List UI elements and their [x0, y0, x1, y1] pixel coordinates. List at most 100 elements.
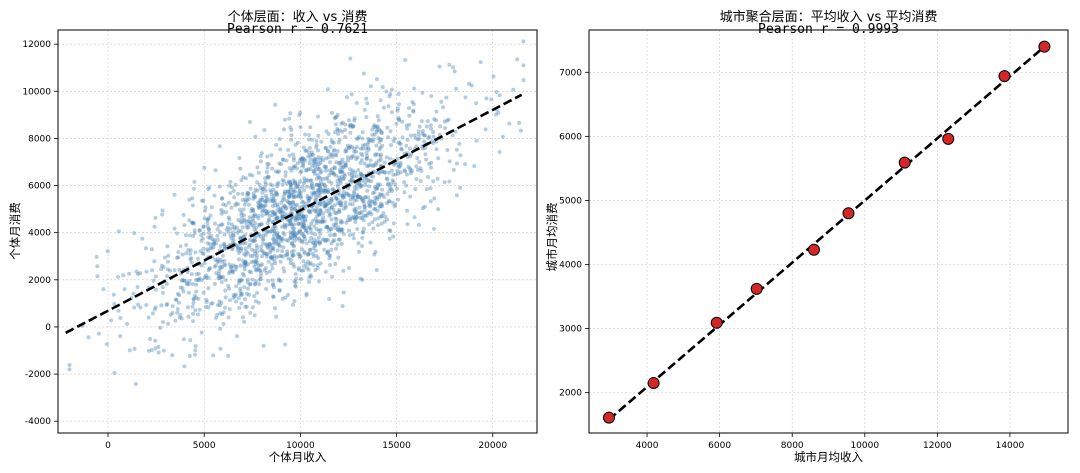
y-axis-label: 城市月均消费	[545, 203, 559, 272]
individual-point	[311, 207, 316, 212]
individual-point	[219, 207, 224, 212]
individual-point	[345, 218, 350, 223]
individual-point	[328, 201, 333, 206]
individual-point	[226, 284, 231, 288]
individual-point	[288, 187, 293, 191]
individual-point	[314, 210, 319, 214]
individual-point	[290, 253, 295, 258]
individual-point	[314, 183, 319, 188]
individual-point	[418, 166, 423, 171]
individual-point	[408, 133, 413, 138]
individual-point	[259, 203, 264, 207]
individual-point	[415, 167, 420, 172]
individual-point	[375, 185, 380, 190]
individual-point	[329, 170, 334, 175]
individual-point	[335, 182, 340, 187]
individual-point	[297, 236, 302, 241]
individual-point	[339, 220, 343, 225]
individual-point	[268, 242, 273, 247]
individual-point	[329, 241, 334, 246]
individual-point	[262, 208, 267, 213]
individual-point	[347, 218, 352, 223]
individual-point	[96, 331, 101, 336]
individual-point	[261, 343, 266, 348]
individual-point	[269, 196, 274, 201]
individual-point	[230, 185, 234, 190]
individual-point	[320, 218, 325, 222]
individual-point	[199, 233, 204, 237]
individual-point	[230, 268, 235, 273]
individual-point	[322, 188, 326, 193]
individual-point	[445, 148, 450, 152]
individual-point	[396, 171, 401, 176]
individual-point	[417, 136, 422, 141]
individual-point	[239, 212, 244, 217]
individual-point	[250, 277, 255, 282]
individual-point	[279, 239, 284, 244]
individual-point	[350, 175, 355, 180]
individual-point	[417, 160, 422, 164]
individual-point	[258, 274, 263, 279]
individual-point	[360, 143, 365, 148]
y-tick-label: -4000	[25, 417, 51, 427]
individual-point	[193, 344, 198, 349]
individual-point	[293, 164, 298, 169]
individual-point	[271, 187, 276, 192]
individual-point	[251, 259, 256, 264]
individual-point	[127, 348, 132, 353]
individual-point	[451, 167, 456, 172]
individual-point	[121, 273, 126, 278]
individual-point	[236, 248, 240, 252]
individual-point	[304, 226, 308, 230]
individual-point	[420, 129, 425, 134]
individual-point	[304, 241, 309, 246]
individual-point	[360, 136, 365, 141]
individual-point	[175, 307, 180, 311]
individual-point	[174, 297, 178, 302]
individual-point	[422, 133, 427, 138]
individual-point	[240, 292, 244, 296]
individual-point	[217, 299, 222, 304]
individual-point	[269, 199, 273, 204]
individual-point	[268, 188, 273, 193]
individual-point	[306, 198, 311, 203]
individual-point	[256, 216, 261, 221]
individual-point	[295, 212, 300, 217]
individual-point	[218, 257, 223, 262]
individual-point	[329, 217, 334, 222]
individual-point	[375, 186, 380, 191]
individual-point	[215, 257, 220, 262]
individual-point	[388, 185, 392, 190]
individual-point	[396, 92, 401, 96]
individual-point	[309, 222, 314, 226]
individual-point	[316, 235, 321, 240]
individual-point	[337, 160, 342, 165]
individual-point	[226, 353, 231, 358]
individual-point	[288, 191, 293, 196]
individual-point	[373, 250, 378, 254]
individual-point	[206, 216, 211, 221]
individual-point	[196, 296, 201, 301]
individual-point	[302, 181, 306, 186]
individual-point	[292, 164, 296, 169]
individual-point	[352, 216, 357, 221]
individual-point	[267, 242, 272, 247]
individual-point	[375, 128, 379, 133]
individual-point	[390, 189, 394, 194]
individual-point	[317, 187, 322, 192]
individual-point	[213, 263, 218, 268]
individual-point	[315, 239, 320, 244]
individual-point	[317, 212, 322, 217]
individual-point	[359, 151, 364, 156]
individual-point	[175, 310, 180, 315]
individual-point	[281, 179, 286, 184]
individual-point	[315, 214, 320, 219]
individual-point	[343, 161, 348, 165]
individual-point	[427, 134, 432, 139]
individual-point	[338, 170, 343, 175]
individual-point	[153, 338, 158, 343]
individual-point	[272, 193, 277, 198]
city-point	[710, 316, 723, 329]
individual-point	[323, 185, 327, 190]
individual-point	[309, 191, 314, 196]
